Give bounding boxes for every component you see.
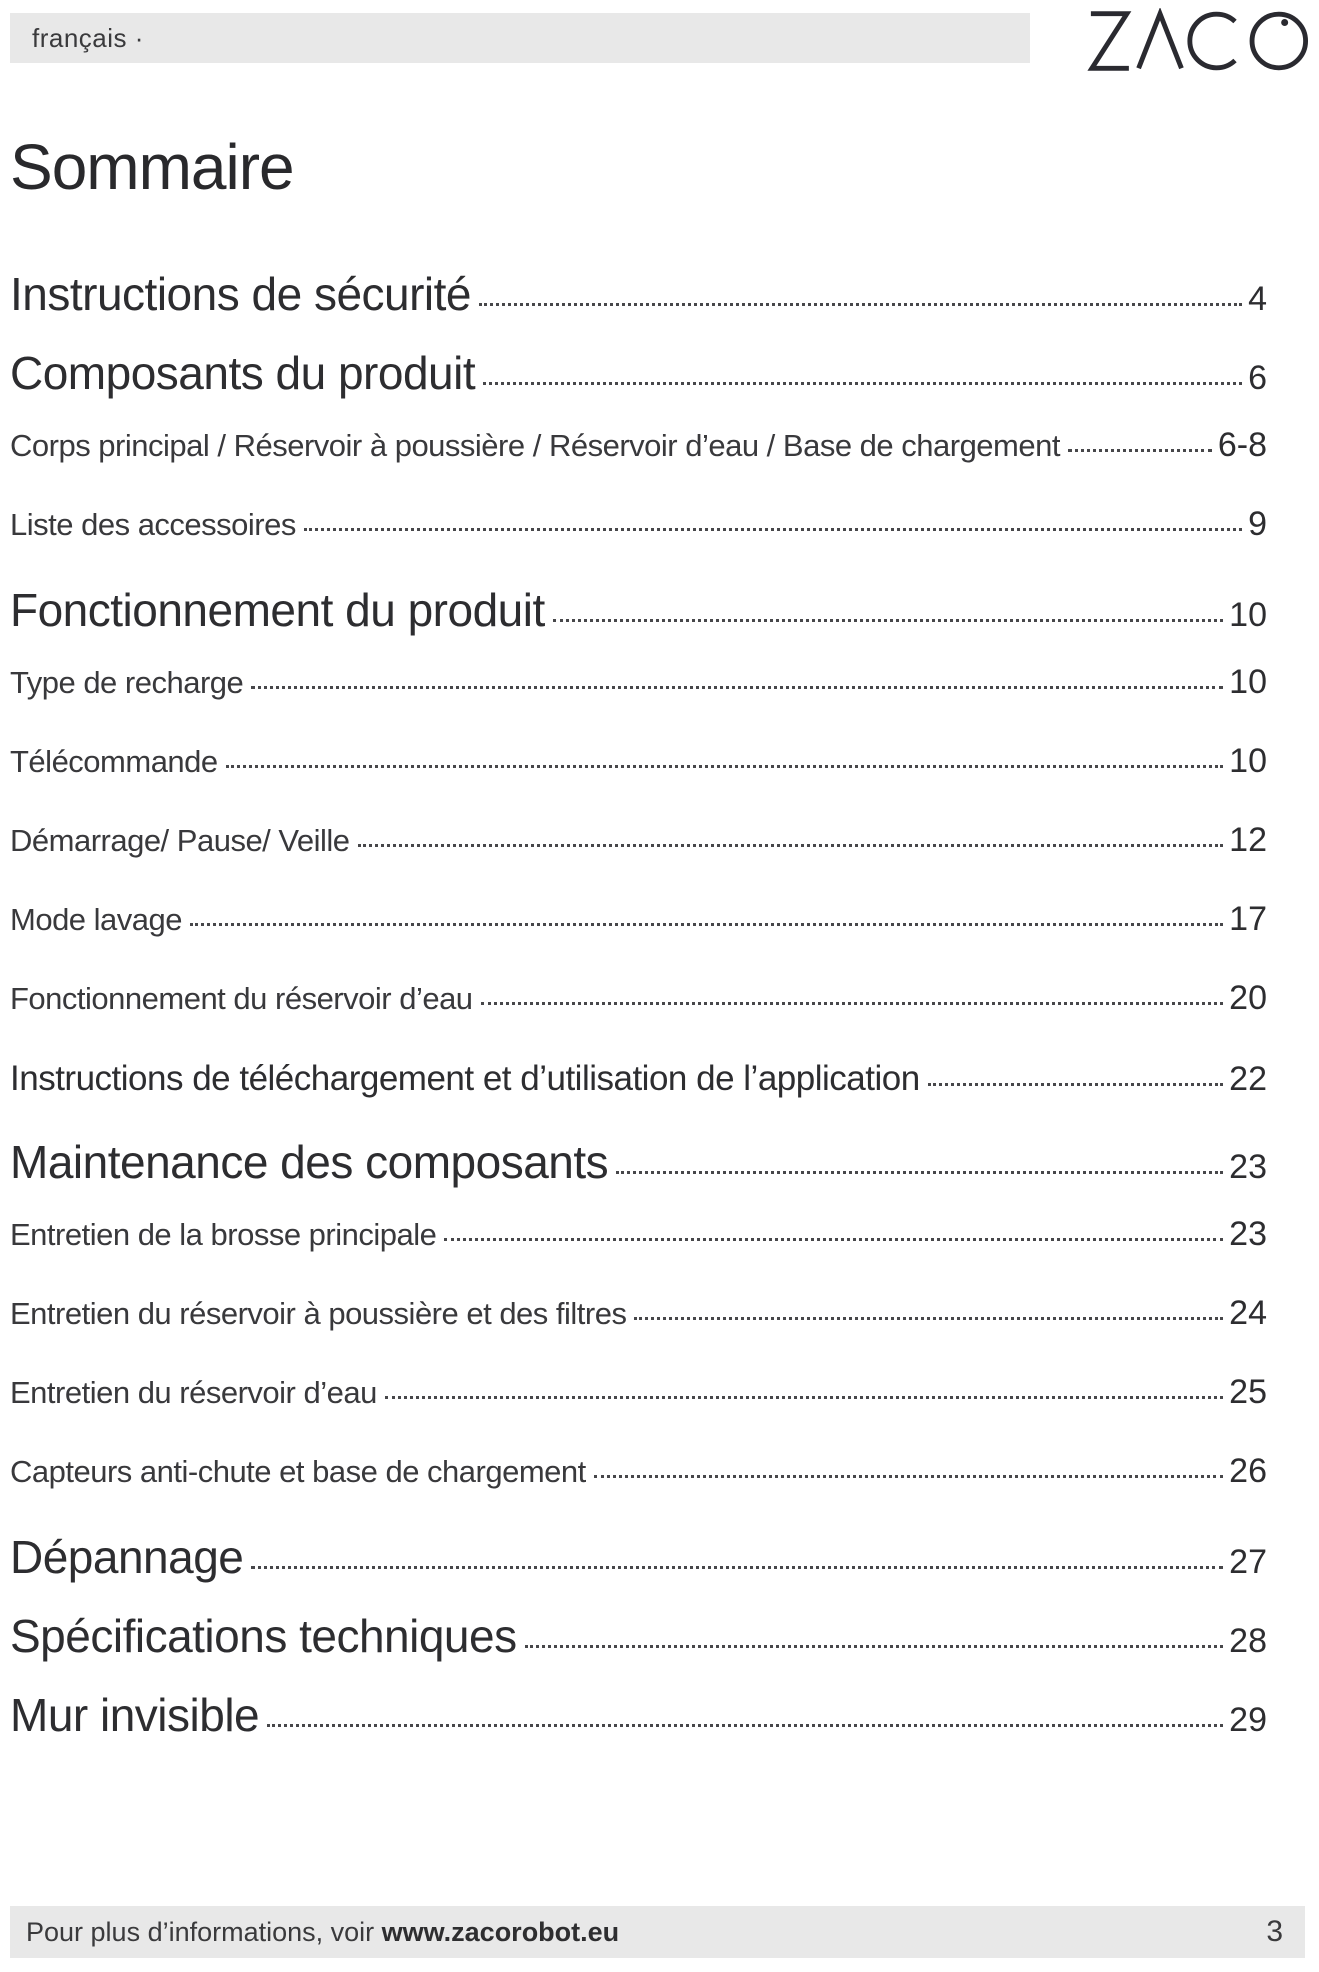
zaco-logo-icon [1087, 7, 1309, 71]
toc-entry-label: Fonctionnement du produit [10, 584, 545, 637]
toc-entry: Maintenance des composants 23 [10, 1136, 1267, 1189]
toc-page-number: 9 [1248, 505, 1267, 544]
footer-page-number: 3 [1266, 1915, 1283, 1948]
toc-entry-label: Télécommande [10, 744, 218, 780]
toc-page-number: 17 [1229, 900, 1267, 939]
toc-entry: Liste des accessoires 9 [10, 505, 1267, 544]
toc-dot-leader [357, 844, 1224, 848]
toc-dot-leader [616, 1171, 1224, 1175]
toc-dot-leader [480, 1002, 1224, 1006]
toc-dot-leader [303, 528, 1243, 532]
toc-entry: Démarrage/ Pause/ Veille 12 [10, 821, 1267, 860]
toc-page-number: 25 [1229, 1372, 1267, 1411]
toc-dot-leader [444, 1237, 1224, 1241]
content-area: Sommaire Instructions de sécurité 4 Comp… [10, 132, 1267, 1768]
toc-entry-label: Maintenance des composants [10, 1136, 609, 1189]
toc-dot-leader [225, 765, 1224, 769]
toc-page-number: 10 [1229, 742, 1267, 781]
toc-page-number: 6 [1248, 359, 1267, 398]
toc-dot-leader [593, 1474, 1224, 1478]
toc-entry-label: Liste des accessoires [10, 507, 296, 543]
toc-entry-label: Capteurs anti-chute et base de chargemen… [10, 1453, 586, 1489]
toc-dot-leader [483, 382, 1243, 386]
toc-entry-label: Fonctionnement du réservoir d’eau [10, 981, 473, 1017]
toc-page-number: 10 [1229, 596, 1267, 635]
toc-entry: Type de recharge 10 [10, 663, 1267, 702]
toc-entry: Entretien du réservoir d’eau 25 [10, 1373, 1267, 1412]
toc-entry: Instructions de sécurité 4 [10, 268, 1267, 321]
toc-list: Instructions de sécurité 4 Composants du… [10, 268, 1267, 1741]
toc-entry-label: Corps principal / Réservoir à poussière … [10, 428, 1060, 464]
toc-entry-label: Instructions de sécurité [10, 268, 472, 321]
footer-info: Pour plus d’informations, voir www.zacor… [26, 1917, 619, 1948]
toc-entry-label: Dépannage [10, 1530, 244, 1583]
page-title: Sommaire [10, 131, 295, 203]
toc-entry: Télécommande 10 [10, 742, 1267, 781]
toc-dot-leader [267, 1723, 1224, 1727]
footer-info-prefix: Pour plus d’informations, voir [26, 1916, 382, 1947]
toc-entry-label: Mur invisible [10, 1688, 260, 1741]
toc-page-number: 23 [1229, 1148, 1267, 1187]
toc-page-number: 12 [1229, 821, 1267, 860]
toc-dot-leader [634, 1316, 1224, 1320]
language-label: français · [32, 22, 144, 53]
toc-dot-leader [524, 1644, 1224, 1648]
toc-dot-leader [384, 1395, 1224, 1399]
toc-entry-label: Composants du produit [10, 347, 476, 400]
footer-bar: Pour plus d’informations, voir www.zacor… [10, 1906, 1305, 1958]
toc-entry-label: Mode lavage [10, 902, 183, 938]
toc-entry: Entretien du réservoir à poussière et de… [10, 1294, 1267, 1333]
toc-page-number: 29 [1229, 1700, 1267, 1739]
toc-page-number: 26 [1229, 1451, 1267, 1490]
toc-entry-label: Entretien du réservoir d’eau [10, 1374, 377, 1410]
toc-entry: Spécifications techniques 28 [10, 1610, 1267, 1663]
toc-entry-label: Type de recharge [10, 665, 244, 701]
toc-entry: Composants du produit 6 [10, 347, 1267, 400]
toc-entry: Mur invisible 29 [10, 1689, 1267, 1742]
toc-page-number: 23 [1229, 1214, 1267, 1253]
toc-page-number: 27 [1229, 1542, 1267, 1581]
toc-page-number: 4 [1248, 280, 1267, 319]
toc-entry-label: Instructions de téléchargement et d’util… [10, 1059, 920, 1099]
footer-info-url: www.zacorobot.eu [381, 1916, 620, 1947]
toc-entry: Capteurs anti-chute et base de chargemen… [10, 1452, 1267, 1491]
toc-entry: Dépannage 27 [10, 1531, 1267, 1584]
toc-dot-leader [1067, 449, 1212, 453]
toc-dot-leader [251, 1565, 1224, 1569]
toc-entry: Instructions de téléchargement et d’util… [10, 1058, 1267, 1100]
toc-page-number: 10 [1229, 663, 1267, 702]
toc-entry: Mode lavage 17 [10, 900, 1267, 939]
toc-page-number: 22 [1229, 1060, 1267, 1099]
toc-page-number: 20 [1229, 979, 1267, 1018]
toc-dot-leader [479, 303, 1243, 307]
toc-entry: Fonctionnement du réservoir d’eau 20 [10, 979, 1267, 1018]
toc-entry-label: Spécifications techniques [10, 1609, 517, 1662]
toc-entry: Fonctionnement du produit 10 [10, 584, 1267, 637]
zaco-logo [1087, 7, 1309, 74]
toc-entry-label: Démarrage/ Pause/ Veille [10, 823, 350, 859]
toc-dot-leader [552, 619, 1224, 623]
toc-entry: Entretien de la brosse principale 23 [10, 1215, 1267, 1254]
toc-entry-label: Entretien de la brosse principale [10, 1216, 437, 1252]
toc-page-number: 28 [1229, 1621, 1267, 1660]
toc-dot-leader [190, 923, 1224, 927]
toc-page-number: 24 [1229, 1293, 1267, 1332]
toc-page-number: 6-8 [1217, 426, 1267, 465]
toc-dot-leader [927, 1083, 1224, 1087]
toc-dot-leader [251, 686, 1224, 690]
language-bar: français · [10, 13, 1030, 63]
toc-entry-label: Entretien du réservoir à poussière et de… [10, 1295, 627, 1331]
toc-entry: Corps principal / Réservoir à poussière … [10, 426, 1267, 465]
